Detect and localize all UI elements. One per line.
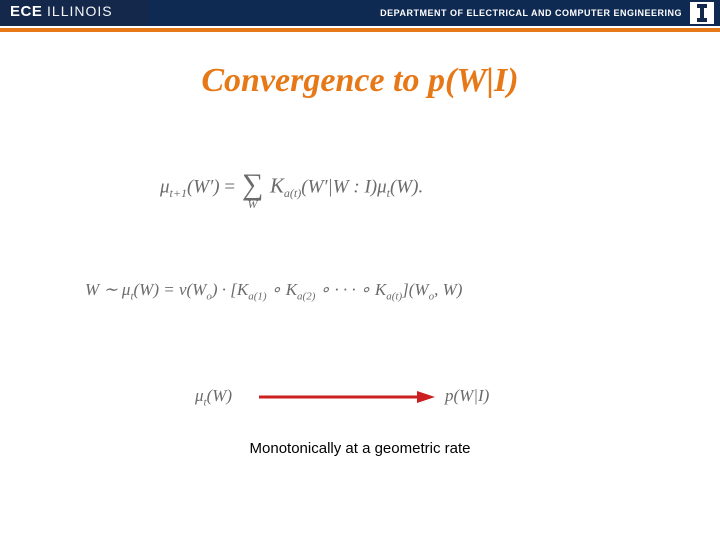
equation-composition: W ∼ μt(W) = ν(Wo) · [Ka(1) ∘ Ka(2) ∘ · ·… bbox=[85, 280, 462, 302]
slide-title: Convergence to p(W|I) bbox=[0, 62, 720, 100]
ece-text: ECE bbox=[10, 3, 42, 20]
eq1-equals: = bbox=[224, 176, 239, 197]
summation-icon: ∑ W bbox=[242, 170, 263, 210]
illinois-text: ILLINOIS bbox=[47, 3, 113, 19]
dept-label: DEPARTMENT OF ELECTRICAL AND COMPUTER EN… bbox=[380, 8, 682, 18]
sigma-symbol: ∑ bbox=[242, 170, 263, 200]
block-i-icon bbox=[696, 4, 708, 22]
eq2-b: (W) = ν(W bbox=[134, 280, 207, 299]
equation-update-rule: μt+1(W′) = ∑ W Ka(t)(W′|W : I)μt(W). bbox=[160, 168, 423, 208]
ece-badge: ECE ILLINOIS bbox=[10, 3, 113, 20]
arrow-left-label: μt(W) bbox=[195, 386, 232, 408]
eq1-arg-lhs: (W′) bbox=[187, 176, 220, 197]
header-stripe: DEPARTMENT OF ELECTRICAL AND COMPUTER EN… bbox=[0, 0, 720, 26]
eq2-g: , W) bbox=[434, 280, 462, 299]
arrow-mu-arg: (W) bbox=[207, 386, 232, 405]
arrow-mu: μ bbox=[195, 386, 204, 405]
eq2-a: W ∼ μ bbox=[85, 280, 130, 299]
caption-text: Monotonically at a geometric rate bbox=[0, 440, 720, 457]
convergence-arrow-block: μt(W) p(W|I) bbox=[195, 380, 545, 420]
eq2-f: ](W bbox=[402, 280, 428, 299]
eq1-mu-lhs: μ bbox=[160, 176, 170, 197]
accent-rule bbox=[0, 28, 720, 32]
eq1-kernel-sub: a(t) bbox=[284, 186, 301, 200]
institution-logo bbox=[690, 2, 714, 24]
slide: DEPARTMENT OF ELECTRICAL AND COMPUTER EN… bbox=[0, 0, 720, 540]
eq2-kt-sub: a(t) bbox=[386, 290, 402, 302]
eq1-kernel-K: K bbox=[270, 173, 284, 197]
eq2-d: ∘ K bbox=[267, 280, 297, 299]
eq2-e: ∘ · · · ∘ K bbox=[315, 280, 386, 299]
eq2-k2-sub: a(2) bbox=[297, 290, 315, 302]
eq1-kernel-arg: (W′|W : I) bbox=[301, 176, 377, 197]
eq2-c: ) · [K bbox=[212, 280, 248, 299]
arrow-right-label: p(W|I) bbox=[445, 386, 489, 406]
eq1-arg-rhs: (W). bbox=[390, 176, 423, 197]
eq2-k1-sub: a(1) bbox=[248, 290, 266, 302]
arrow-icon bbox=[257, 390, 435, 404]
header-right-block: DEPARTMENT OF ELECTRICAL AND COMPUTER EN… bbox=[148, 0, 720, 26]
eq1-sub-lhs: t+1 bbox=[170, 186, 187, 200]
header-bar: DEPARTMENT OF ELECTRICAL AND COMPUTER EN… bbox=[0, 0, 720, 36]
eq1-mu-rhs: μ bbox=[377, 176, 387, 197]
